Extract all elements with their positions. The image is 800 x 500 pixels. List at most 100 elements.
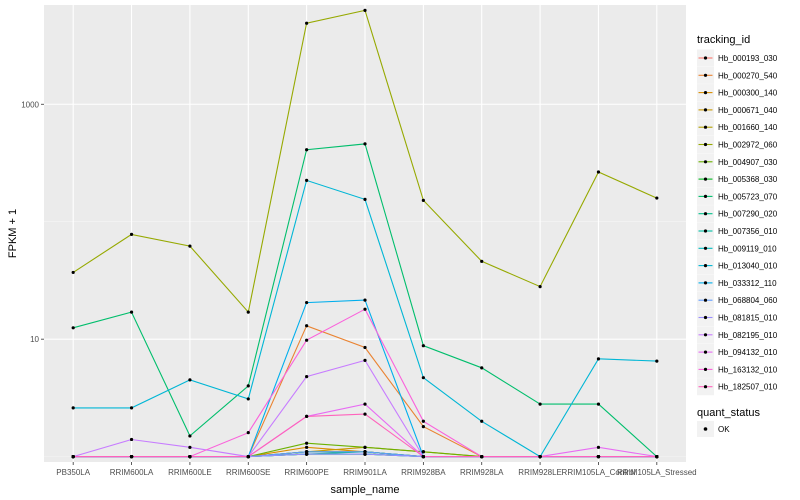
legend-label: Hb_163132_010 <box>718 365 778 374</box>
legend-point <box>703 350 708 354</box>
data-point <box>246 384 250 388</box>
data-point <box>363 298 367 302</box>
legend-label: Hb_000671_040 <box>718 106 778 115</box>
legend-label: Hb_082195_010 <box>718 331 778 340</box>
data-point <box>305 21 309 25</box>
legend2-title: quant_status <box>697 407 760 419</box>
data-point <box>129 310 134 314</box>
x-tick-label: RRIM928LE <box>518 468 562 477</box>
legend-point <box>703 333 708 337</box>
x-tick-label: RRIM105LA_Control <box>562 468 636 477</box>
legend-label: Hb_068804_060 <box>718 296 778 305</box>
legend-point <box>703 91 708 95</box>
legend-label: Hb_081815_010 <box>718 314 778 323</box>
data-point <box>305 414 309 419</box>
legend-label: Hb_007290_020 <box>718 210 778 219</box>
data-point <box>538 285 542 289</box>
data-point <box>71 326 75 330</box>
data-point <box>363 345 367 350</box>
legend-point <box>703 108 708 112</box>
data-point <box>538 455 542 459</box>
legend-tracking-id: tracking_id Hb_000193_030 Hb_000270_540 Hb… <box>697 34 778 396</box>
y-tick-label: 1000 <box>21 100 39 109</box>
legend-point <box>703 142 708 147</box>
data-point <box>246 431 250 435</box>
legend-label: Hb_033312_110 <box>718 279 777 288</box>
data-point <box>71 270 75 275</box>
data-point <box>305 452 309 456</box>
data-point <box>480 259 484 263</box>
series-points <box>71 8 659 459</box>
data-point <box>596 170 601 174</box>
legend-label: Hb_001660_140 <box>718 123 778 132</box>
legend2-label: OK <box>718 425 730 434</box>
data-point <box>305 445 309 449</box>
legend-label: Hb_182507_010 <box>718 383 778 392</box>
data-point <box>480 366 484 370</box>
data-point <box>421 419 425 423</box>
data-point <box>188 434 192 438</box>
x-tick-label: RRIM600LA <box>110 468 154 477</box>
data-point <box>538 402 542 406</box>
data-point <box>596 455 601 459</box>
data-point <box>596 357 601 361</box>
legend-point <box>703 385 708 389</box>
legend-label: Hb_007356_010 <box>718 227 778 236</box>
data-point <box>305 441 309 445</box>
legend-label: Hb_002972_060 <box>718 141 778 150</box>
data-point <box>421 455 425 459</box>
y-axis-ticks: 10 1000 <box>21 100 44 344</box>
data-point <box>421 376 425 380</box>
data-point <box>246 397 250 401</box>
data-point <box>305 324 309 328</box>
data-point <box>421 198 425 202</box>
data-point <box>596 402 601 406</box>
legend-point <box>703 194 708 198</box>
data-point <box>655 455 659 459</box>
data-point <box>188 378 192 382</box>
x-tick-label: PB350LA <box>56 468 90 477</box>
legend2-point <box>703 427 708 431</box>
data-point <box>421 450 425 454</box>
data-point <box>188 244 192 248</box>
legend-quant-status: quant_status OK <box>697 407 760 437</box>
data-point <box>363 412 367 416</box>
data-point <box>421 425 425 429</box>
legend-label: Hb_000193_030 <box>718 54 778 63</box>
legend-title: tracking_id <box>697 34 750 46</box>
data-point <box>305 178 309 182</box>
data-point <box>596 445 601 449</box>
data-point <box>305 375 309 379</box>
legend-point <box>703 212 708 216</box>
data-point <box>305 148 309 152</box>
data-point <box>129 232 134 236</box>
data-point <box>188 455 192 459</box>
data-point <box>246 455 250 459</box>
legend-label: Hb_005368_030 <box>718 175 778 184</box>
legend-point <box>703 56 708 60</box>
legend-point <box>703 264 708 268</box>
x-tick-label: RRIM928BA <box>401 468 446 477</box>
data-point <box>305 450 309 454</box>
legend-label: Hb_000300_140 <box>718 89 778 98</box>
legend-point <box>703 367 708 371</box>
legend-label: Hb_009119_010 <box>718 244 777 253</box>
x-tick-label: RRIM928LA <box>460 468 504 477</box>
legend-point <box>703 125 708 129</box>
data-point <box>363 307 367 311</box>
legend-label: Hb_000270_540 <box>718 71 778 80</box>
data-point <box>655 196 659 200</box>
data-point <box>655 359 659 363</box>
data-point <box>71 406 75 410</box>
data-point <box>363 445 367 449</box>
legend-point <box>703 246 708 250</box>
data-point <box>363 452 367 456</box>
x-tick-label: RRIM901LA <box>343 468 387 477</box>
legend-point <box>703 298 708 302</box>
legend-point <box>703 73 708 77</box>
data-point <box>363 402 367 406</box>
data-point <box>363 358 367 362</box>
y-axis-title: FPKM + 1 <box>7 209 19 258</box>
legend-label: Hb_094132_010 <box>718 348 778 357</box>
